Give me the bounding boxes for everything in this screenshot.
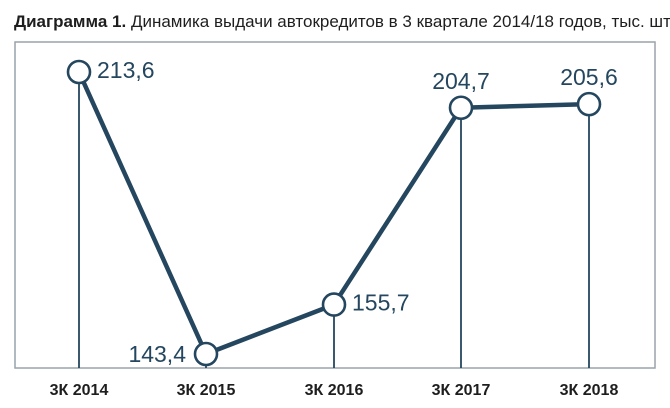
chart-title-prefix: Диаграмма 1. bbox=[14, 12, 127, 31]
data-point-2 bbox=[193, 341, 219, 367]
data-point-1 bbox=[66, 59, 92, 85]
data-point-3 bbox=[321, 292, 347, 317]
chart-title: Диаграмма 1. Динамика выдачи автокредито… bbox=[14, 12, 670, 32]
data-label-4: 204,7 bbox=[432, 68, 490, 94]
plot-frame bbox=[14, 41, 656, 369]
data-point-4 bbox=[448, 95, 474, 121]
x-tick-label-5: 3К 2018 bbox=[560, 382, 619, 399]
x-tick-label-4: 3К 2017 bbox=[432, 382, 491, 399]
data-point-5 bbox=[576, 91, 602, 117]
x-tick-label-3: 3К 2016 bbox=[305, 382, 364, 399]
x-tick-label-2: 3К 2015 bbox=[177, 382, 236, 399]
data-label-3: 155,7 bbox=[352, 290, 410, 316]
data-label-1: 213,6 bbox=[97, 57, 155, 83]
data-label-2: 143,4 bbox=[128, 341, 186, 367]
data-label-5: 205,6 bbox=[560, 64, 618, 90]
x-tick-label-1: 3К 2014 bbox=[50, 382, 109, 399]
chart-title-text: Динамика выдачи автокредитов в 3 квартал… bbox=[130, 12, 670, 31]
